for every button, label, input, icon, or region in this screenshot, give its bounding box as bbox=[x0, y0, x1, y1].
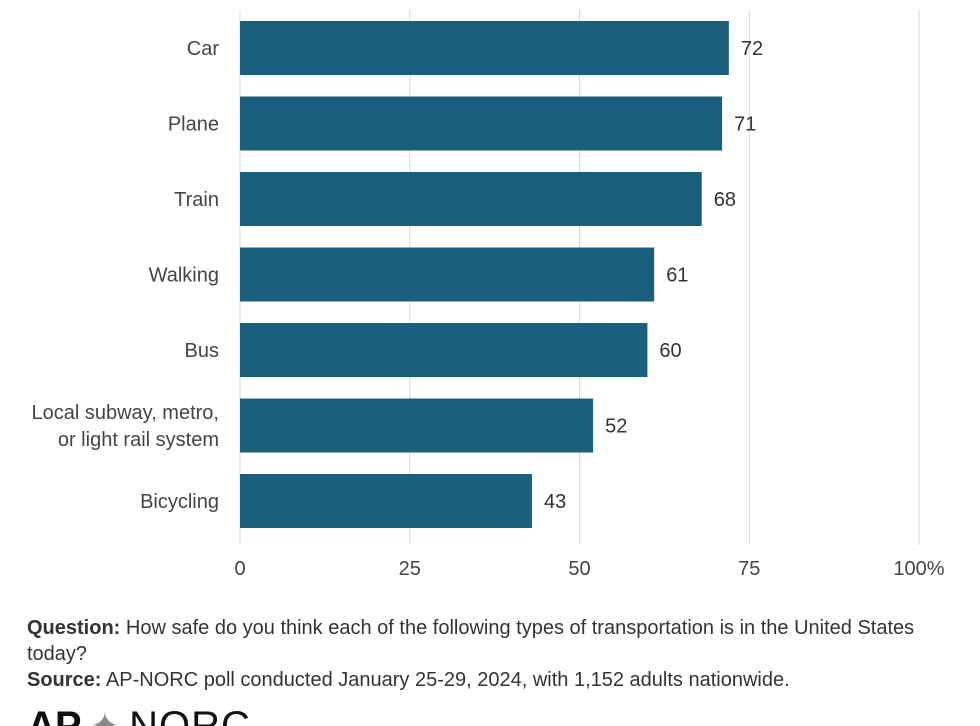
category-label: Bus bbox=[185, 340, 219, 362]
x-tick-label: 0 bbox=[234, 558, 245, 580]
x-tick-label: 25 bbox=[399, 558, 421, 580]
category-label: Car bbox=[187, 38, 220, 60]
x-tick-label: 100% bbox=[893, 558, 944, 580]
logo-ap-text: AP bbox=[27, 706, 82, 726]
data-label: 52 bbox=[605, 416, 627, 438]
data-label: 60 bbox=[659, 340, 681, 362]
bar bbox=[240, 21, 729, 75]
category-label: Plane bbox=[168, 114, 219, 136]
x-tick-label: 75 bbox=[738, 558, 760, 580]
bar-chart: 0 25 50 75 100% 72 Car 71 Plane 68 Train 61 Walking 6… bbox=[32, 10, 945, 580]
ap-norc-logo: AP ✦ NORC bbox=[27, 706, 251, 726]
data-label: 72 bbox=[741, 38, 763, 60]
category-label: Train bbox=[174, 189, 219, 211]
bar bbox=[240, 172, 702, 226]
source-note: Source: AP-NORC poll conducted January 2… bbox=[27, 667, 947, 693]
data-label: 61 bbox=[666, 265, 688, 287]
bar bbox=[240, 96, 723, 151]
data-label: 43 bbox=[544, 491, 566, 513]
bar bbox=[240, 247, 655, 302]
question-label: Question: bbox=[27, 617, 121, 639]
chart-notes: Question: How safe do you think each of … bbox=[27, 615, 947, 693]
bar bbox=[240, 474, 532, 528]
logo-norc-text: NORC bbox=[129, 706, 251, 726]
question-note: Question: How safe do you think each of … bbox=[27, 615, 947, 667]
category-label: Bicycling bbox=[140, 491, 219, 513]
data-label: 71 bbox=[734, 114, 756, 136]
bar bbox=[240, 398, 594, 453]
category-label: Local subway, metro, or light rail system bbox=[32, 402, 220, 451]
question-text: How safe do you think each of the follow… bbox=[27, 617, 915, 665]
bar bbox=[240, 323, 648, 377]
source-label: Source: bbox=[27, 669, 102, 691]
source-text: AP-NORC poll conducted January 25-29, 20… bbox=[105, 669, 790, 691]
x-tick-label: 50 bbox=[568, 558, 590, 580]
category-label: Walking bbox=[149, 265, 219, 287]
data-label: 68 bbox=[714, 189, 736, 211]
logo-mark-icon: ✦ bbox=[90, 707, 120, 726]
